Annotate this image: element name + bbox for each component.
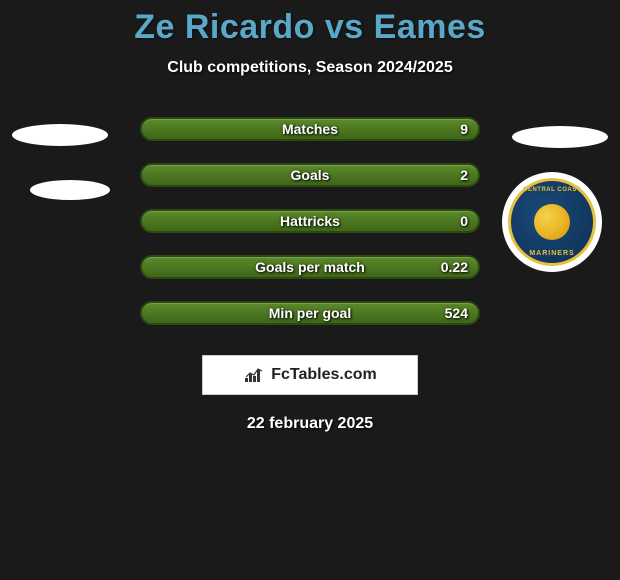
stat-value-right: 0.22 — [441, 259, 468, 275]
page-title: Ze Ricardo vs Eames — [0, 8, 620, 47]
badge-ball-icon — [534, 204, 570, 240]
stat-label: Matches — [282, 121, 338, 137]
stat-value-right: 0 — [460, 213, 468, 229]
right-player-ellipse — [512, 126, 608, 148]
badge-text-top: CENTRAL COAST — [523, 187, 581, 193]
stat-label: Hattricks — [280, 213, 340, 229]
stat-bar-goals: Goals 2 — [140, 163, 480, 187]
stat-value-right: 2 — [460, 167, 468, 183]
left-player-ellipse-2 — [30, 180, 110, 200]
stat-label: Goals per match — [255, 259, 365, 275]
stat-value-right: 524 — [445, 305, 468, 321]
stat-label: Min per goal — [269, 305, 351, 321]
footer-date: 22 february 2025 — [0, 415, 620, 433]
stat-bar-matches: Matches 9 — [140, 117, 480, 141]
page-subtitle: Club competitions, Season 2024/2025 — [0, 59, 620, 77]
source-logo: FcTables.com — [202, 355, 418, 395]
stat-bar-hattricks: Hattricks 0 — [140, 209, 480, 233]
chart-icon — [243, 366, 265, 384]
right-club-badge: CENTRAL COAST MARINERS — [502, 172, 602, 272]
stat-value-right: 9 — [460, 121, 468, 137]
stat-bar-goals-per-match: Goals per match 0.22 — [140, 255, 480, 279]
badge-text-bottom: MARINERS — [529, 250, 574, 257]
stat-label: Goals — [291, 167, 330, 183]
left-player-ellipse-1 — [12, 124, 108, 146]
badge-inner: CENTRAL COAST MARINERS — [508, 178, 596, 266]
stat-bar-min-per-goal: Min per goal 524 — [140, 301, 480, 325]
logo-text: FcTables.com — [271, 366, 377, 384]
